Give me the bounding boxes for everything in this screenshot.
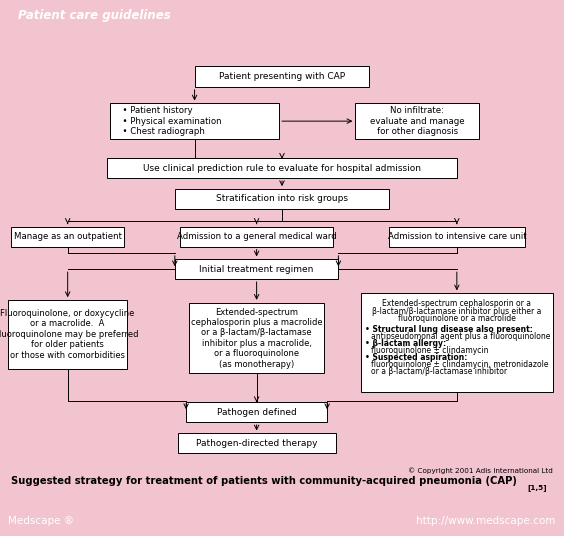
Text: Use clinical prediction rule to evaluate for hospital admission: Use clinical prediction rule to evaluate… [143,164,421,173]
Text: β-lactam/β-lactamase inhibitor plus either a: β-lactam/β-lactamase inhibitor plus eith… [372,307,541,316]
Text: fluoroquinolone ± clindamycin, metronidazole: fluoroquinolone ± clindamycin, metronida… [371,360,549,369]
Text: Extended-spectrum cephalosporin or a: Extended-spectrum cephalosporin or a [382,299,531,308]
Text: fluoroquinolone or a macrolide: fluoroquinolone or a macrolide [398,314,515,323]
Text: Admission to intensive care unit: Admission to intensive care unit [387,232,526,241]
Text: Pathogen-directed therapy: Pathogen-directed therapy [196,439,318,448]
FancyBboxPatch shape [175,259,338,279]
Text: Patient presenting with CAP: Patient presenting with CAP [219,72,345,81]
FancyBboxPatch shape [361,293,553,392]
Text: Medscape ®: Medscape ® [8,516,74,526]
FancyBboxPatch shape [11,227,124,247]
Text: • Suspected aspiration:: • Suspected aspiration: [365,353,468,362]
FancyBboxPatch shape [175,189,389,209]
FancyBboxPatch shape [189,303,324,374]
Text: Initial treatment regimen: Initial treatment regimen [200,265,314,274]
FancyBboxPatch shape [355,103,479,139]
Text: or a β-lactam/β-lactamase inhibitor: or a β-lactam/β-lactamase inhibitor [371,367,507,376]
Text: Suggested strategy for treatment of patients with community-acquired pneumonia (: Suggested strategy for treatment of pati… [11,477,517,486]
Text: Stratification into risk groups: Stratification into risk groups [216,195,348,204]
Text: • Structural lung disease also present:: • Structural lung disease also present: [365,325,534,334]
Text: antipseudomonal agent plus a fluoroquinolone: antipseudomonal agent plus a fluoroquino… [371,332,550,341]
Text: No infiltrate:
evaluate and manage
for other diagnosis: No infiltrate: evaluate and manage for o… [370,106,465,136]
Text: Pathogen defined: Pathogen defined [217,408,297,416]
Text: Manage as an outpatient: Manage as an outpatient [14,232,122,241]
Text: Extended-spectrum
cephalosporin plus a macrolide
or a β-lactam/β-lactamase
inhib: Extended-spectrum cephalosporin plus a m… [191,308,323,369]
FancyBboxPatch shape [8,300,127,369]
FancyBboxPatch shape [389,227,525,247]
Text: fluoroquinolone ± clindamycin: fluoroquinolone ± clindamycin [371,346,488,355]
FancyBboxPatch shape [178,434,336,453]
FancyBboxPatch shape [110,103,279,139]
FancyBboxPatch shape [180,227,333,247]
Text: http://www.medscape.com: http://www.medscape.com [416,516,556,526]
Text: • Patient history
  • Physical examination
  • Chest radiograph: • Patient history • Physical examination… [117,106,222,136]
Text: Fluoroquinolone, or doxycycline
or a macrolide.  A
fluoroquinolone may be prefer: Fluoroquinolone, or doxycycline or a mac… [0,309,139,360]
Text: • β-lactam allergy:: • β-lactam allergy: [365,339,447,348]
Text: [1,5]: [1,5] [528,483,547,490]
FancyBboxPatch shape [195,66,369,87]
Text: © Copyright 2001 Adis International Ltd: © Copyright 2001 Adis International Ltd [408,468,553,474]
Text: Admission to a general medical ward: Admission to a general medical ward [177,232,337,241]
Text: Patient care guidelines: Patient care guidelines [19,9,171,22]
FancyBboxPatch shape [107,159,457,178]
FancyBboxPatch shape [186,402,327,422]
